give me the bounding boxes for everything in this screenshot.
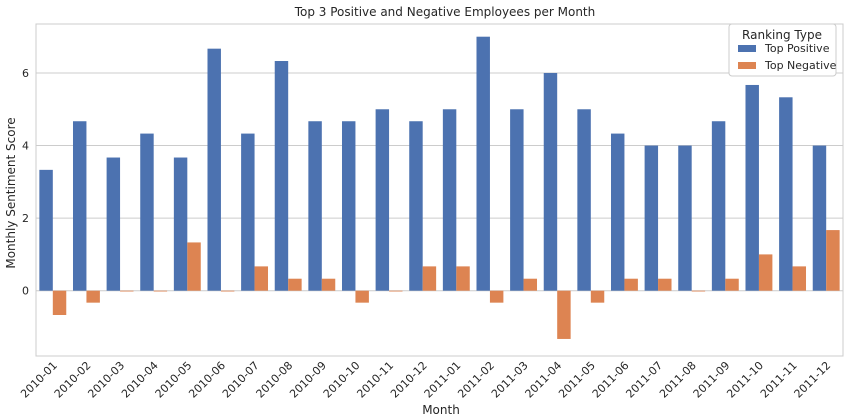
bar-top-positive	[409, 121, 423, 291]
bar-top-positive	[812, 145, 827, 291]
x-axis-label: Month	[422, 403, 460, 417]
bar-top-positive	[577, 109, 591, 291]
x-tick-labels: 2010-012010-022010-032010-042010-052010-…	[18, 359, 833, 401]
legend-title: Ranking Type	[742, 28, 822, 42]
bar-top-positive	[442, 109, 457, 291]
bar-top-negative	[422, 266, 437, 291]
bar-top-negative	[557, 290, 571, 339]
chart-title: Top 3 Positive and Negative Employees pe…	[294, 5, 596, 19]
bar-top-negative	[220, 290, 235, 292]
bar-top-negative	[725, 278, 739, 291]
bar-top-negative	[288, 278, 302, 291]
legend-label-top-positive: Top Positive	[764, 42, 830, 55]
bar-top-positive	[140, 133, 154, 291]
legend-label-top-negative: Top Negative	[764, 59, 837, 72]
bar-top-negative	[153, 290, 168, 292]
y-axis-label: Monthly Sentiment Score	[4, 117, 18, 268]
bar-top-negative	[321, 278, 336, 291]
y-tick-label: 2	[22, 212, 29, 225]
bar-top-positive	[341, 121, 356, 291]
bar-top-negative	[456, 266, 470, 291]
bar-top-positive	[274, 61, 289, 291]
legend-swatch-top-positive	[738, 45, 756, 52]
bar-top-negative	[355, 290, 369, 303]
bar-top-positive	[106, 157, 121, 291]
legend: Ranking Type Top Positive Top Negative	[728, 23, 837, 77]
y-tick-labels: 0 2 4 6	[22, 67, 29, 298]
bar-top-positive	[72, 121, 87, 291]
bar-top-positive	[510, 109, 524, 291]
bar-top-positive	[476, 36, 490, 291]
bar-top-positive	[207, 48, 221, 291]
bar-top-positive	[39, 169, 53, 291]
bar-top-negative	[120, 290, 134, 292]
bar-top-positive	[308, 121, 322, 291]
bar-top-positive	[375, 109, 390, 291]
bar-top-positive	[173, 157, 188, 291]
bars	[39, 36, 840, 339]
y-tick-label: 6	[22, 67, 29, 80]
bar-top-positive	[678, 145, 692, 291]
bar-top-negative	[489, 290, 504, 303]
bar-top-negative	[52, 290, 67, 315]
bar-top-negative	[792, 266, 807, 291]
bar-top-positive	[779, 97, 793, 291]
bar-top-negative	[826, 230, 840, 291]
bar-top-negative	[658, 278, 672, 291]
x-tick-label: 2011-12	[792, 359, 834, 401]
y-tick-label: 0	[22, 285, 29, 298]
bar-top-positive	[610, 133, 625, 291]
bar-top-negative	[86, 290, 100, 303]
bar-top-negative	[758, 254, 773, 291]
bar-top-positive	[241, 133, 255, 291]
bar-top-negative	[523, 278, 538, 291]
bar-top-positive	[745, 84, 759, 291]
bar-top-negative	[389, 290, 403, 292]
bar-top-negative	[187, 242, 201, 291]
bar-top-negative	[691, 290, 706, 292]
bar-top-positive	[543, 72, 558, 291]
y-tick-label: 4	[22, 140, 29, 153]
bar-top-negative	[590, 290, 605, 303]
gridlines	[36, 72, 843, 292]
legend-swatch-top-negative	[738, 62, 756, 69]
plot-frame	[35, 23, 844, 357]
bar-top-positive	[711, 121, 726, 291]
bar-top-negative	[624, 278, 638, 291]
bar-top-positive	[644, 145, 659, 291]
bar-top-negative	[254, 266, 269, 291]
